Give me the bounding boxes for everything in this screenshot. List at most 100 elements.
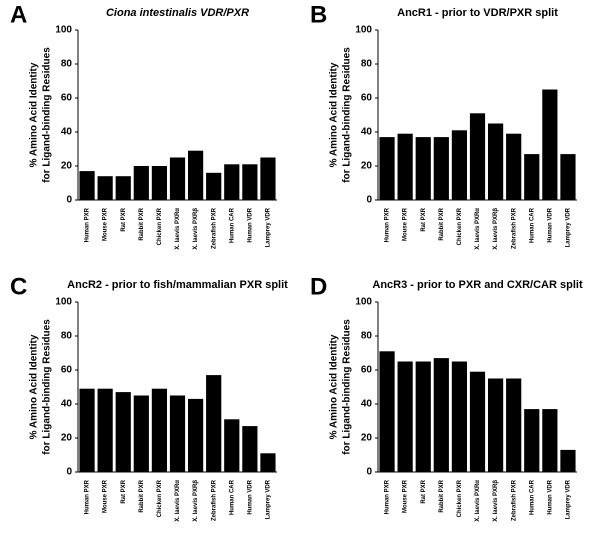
bar [487,378,504,472]
y-axis-label: % Amino Acid Identity [329,334,340,439]
y-tick-label: 60 [61,365,73,376]
bar [524,409,540,472]
x-tick-label: Human CAR [529,207,535,243]
bar [433,137,449,200]
y-tick-label: 60 [361,365,373,376]
x-tick-label: Chicken PXR [457,207,463,245]
y-axis-label: % Amino Acid Identity [29,334,40,439]
x-tick-label: X. laevis PXRα [475,208,481,250]
y-axis-label: % Amino Acid Identity [329,62,340,167]
bar [560,449,576,472]
bar [451,361,468,472]
bar [397,361,413,472]
x-tick-label: Zebrafish PXR [211,479,217,521]
bar [151,388,168,472]
x-tick-label: Zebrafish PXR [211,207,217,249]
x-tick-label: Zebrafish PXR [511,207,517,249]
x-tick-label: Mouse PXR [403,479,409,513]
x-tick-label: Rat PXR [421,207,427,231]
x-tick-label: Human CAR [229,479,235,515]
x-tick-label: Lamprey VDR [266,479,272,519]
bar [487,123,504,200]
x-tick-label: Human VDR [547,479,553,514]
y-tick-label: 100 [55,25,72,36]
bar [206,375,222,472]
y-tick-label: 60 [361,93,373,104]
bar [397,133,413,200]
bar [451,130,468,200]
bar [260,157,276,200]
y-axis-label: for Ligand-binding Residues [42,319,53,455]
x-tick-label: Chicken PXR [157,207,163,245]
x-tick-label: Human CAR [529,479,535,515]
x-tick-label: X. laevis PXRα [475,480,481,522]
bar [169,157,186,200]
chart-title: AncR1 - prior to VDR/PXR split [397,7,558,19]
bar [542,409,558,472]
y-tick-label: 40 [361,399,373,410]
panel-letter: C [10,273,27,300]
bar [506,378,522,472]
bar [133,166,149,200]
y-axis-label: % Amino Acid Identity [29,62,40,167]
y-axis-label: for Ligand-binding Residues [342,319,353,455]
x-tick-label: X. laevis PXRα [175,208,181,250]
x-tick-label: Rabbit PXR [439,207,445,240]
y-tick-label: 80 [361,331,373,342]
y-tick-label: 40 [361,127,373,138]
x-tick-label: Mouse PXR [103,479,109,513]
bar [379,137,395,200]
bar [169,395,186,472]
x-tick-label: Human PXR [85,207,91,242]
x-tick-label: X. laevis PXRβ [493,480,499,522]
y-tick-label: 20 [361,433,373,444]
y-tick-label: 20 [361,161,373,172]
y-tick-label: 40 [61,127,73,138]
bar [187,150,204,200]
x-tick-label: Human PXR [85,479,91,514]
x-tick-label: Rat PXR [121,479,127,503]
y-tick-label: 0 [66,467,72,478]
x-tick-label: Human PXR [385,207,391,242]
y-tick-label: 100 [55,297,72,308]
panel: A Ciona intestinalis VDR/PXR % Amino Acid … [10,1,277,250]
bar [79,388,95,472]
x-tick-label: Human CAR [229,207,235,243]
y-tick-label: 20 [61,161,73,172]
x-tick-label: X. laevis PXRβ [193,480,199,522]
x-tick-label: Human PXR [385,479,391,514]
bar [97,176,113,200]
panel: B AncR1 - prior to VDR/PXR split % Amino A… [310,1,577,250]
x-tick-label: X. laevis PXRα [175,480,181,522]
x-tick-label: Human VDR [247,479,253,514]
bar [79,171,95,200]
bar [415,137,431,200]
panel-letter: B [310,1,327,28]
bar [524,154,540,200]
x-tick-label: X. laevis PXRβ [193,208,199,250]
y-tick-label: 0 [66,195,72,206]
x-tick-label: Zebrafish PXR [511,479,517,521]
panel-letter: D [310,273,327,300]
y-tick-label: 60 [61,93,73,104]
bar [224,164,240,200]
bar [187,398,204,472]
bar [433,358,449,472]
x-tick-label: Lamprey VDR [566,207,572,247]
x-tick-label: Rat PXR [121,207,127,231]
y-tick-label: 20 [61,433,73,444]
x-tick-label: Rabbit PXR [439,479,445,512]
y-tick-label: 100 [355,25,372,36]
y-tick-label: 80 [61,59,73,70]
y-tick-label: 0 [366,195,372,206]
bar [115,176,131,200]
x-tick-label: X. laevis PXRβ [493,208,499,250]
x-tick-label: Lamprey VDR [266,207,272,247]
bar [560,154,576,200]
bar [151,166,168,200]
x-tick-label: Mouse PXR [103,207,109,241]
x-tick-label: Human VDR [547,207,553,242]
y-tick-label: 80 [361,59,373,70]
y-axis-label: for Ligand-binding Residues [342,47,353,183]
y-tick-label: 100 [355,297,372,308]
